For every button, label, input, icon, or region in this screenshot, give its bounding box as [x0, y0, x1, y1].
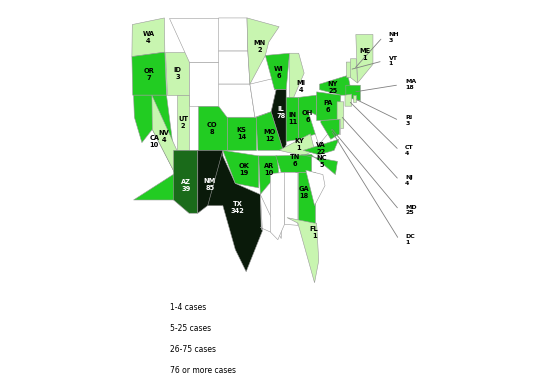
Text: ID
3: ID 3 [174, 67, 181, 80]
Polygon shape [270, 172, 286, 240]
Text: KS
14: KS 14 [237, 127, 246, 140]
FancyBboxPatch shape [146, 321, 164, 335]
Polygon shape [247, 18, 279, 84]
Polygon shape [256, 112, 283, 150]
Text: DC
1: DC 1 [405, 234, 415, 245]
Polygon shape [284, 172, 298, 226]
Polygon shape [132, 52, 166, 95]
Polygon shape [250, 79, 276, 117]
Polygon shape [304, 139, 339, 155]
Polygon shape [189, 62, 218, 106]
Text: NH
3: NH 3 [389, 32, 399, 43]
Text: 76 or more cases: 76 or more cases [170, 366, 236, 374]
Polygon shape [320, 75, 352, 95]
Polygon shape [306, 170, 325, 205]
Text: AZ
39: AZ 39 [181, 179, 192, 192]
Text: VT
1: VT 1 [389, 56, 398, 66]
Polygon shape [259, 156, 279, 194]
Text: CA
10: CA 10 [149, 135, 159, 148]
Polygon shape [265, 53, 290, 90]
Polygon shape [308, 111, 328, 145]
Polygon shape [276, 155, 311, 172]
Text: CO
8: CO 8 [207, 122, 218, 135]
Text: NY
25: NY 25 [328, 82, 338, 94]
Polygon shape [218, 51, 250, 84]
Polygon shape [316, 92, 341, 120]
Polygon shape [279, 134, 315, 156]
FancyBboxPatch shape [146, 362, 164, 374]
Polygon shape [336, 119, 339, 134]
Text: KY
1: KY 1 [294, 138, 304, 151]
Text: IL
78: IL 78 [277, 106, 286, 119]
Text: PA
6: PA 6 [324, 100, 333, 113]
Polygon shape [271, 90, 286, 150]
Text: AR
10: AR 10 [264, 163, 274, 176]
Text: 1-4 cases: 1-4 cases [170, 303, 206, 312]
Text: 26-75 cases: 26-75 cases [170, 345, 216, 354]
Polygon shape [198, 150, 223, 213]
Text: CT
4: CT 4 [405, 145, 414, 156]
Text: FL
1: FL 1 [310, 226, 319, 239]
Text: NJ
4: NJ 4 [405, 175, 413, 186]
Text: MD
25: MD 25 [405, 205, 417, 215]
Text: MI
4: MI 4 [296, 80, 306, 93]
Polygon shape [218, 84, 255, 117]
Polygon shape [351, 59, 357, 83]
Polygon shape [198, 106, 227, 150]
Text: RI
3: RI 3 [405, 115, 412, 126]
Text: 5-25 cases: 5-25 cases [170, 324, 211, 333]
Text: TX
342: TX 342 [231, 201, 245, 214]
Polygon shape [223, 150, 259, 188]
Polygon shape [177, 95, 189, 150]
Text: MO
12: MO 12 [263, 129, 276, 142]
Polygon shape [352, 95, 356, 102]
Polygon shape [218, 18, 248, 51]
FancyBboxPatch shape [146, 300, 164, 314]
Polygon shape [132, 18, 165, 56]
Text: OH
6: OH 6 [302, 110, 314, 123]
Polygon shape [290, 53, 304, 97]
Text: IN
11: IN 11 [288, 113, 297, 125]
Polygon shape [346, 85, 361, 101]
Polygon shape [301, 155, 338, 175]
Text: GA
18: GA 18 [298, 186, 309, 199]
Text: VA
22: VA 22 [316, 142, 325, 155]
Text: WI
6: WI 6 [274, 65, 284, 79]
Text: NC
5: NC 5 [316, 155, 326, 168]
Polygon shape [345, 94, 352, 106]
Text: TN
6: TN 6 [290, 154, 300, 168]
Polygon shape [286, 97, 298, 141]
Text: ME
1: ME 1 [360, 47, 370, 61]
Polygon shape [174, 150, 198, 213]
Text: WA
4: WA 4 [142, 31, 155, 44]
Polygon shape [356, 34, 373, 83]
Text: OK
19: OK 19 [239, 163, 249, 176]
Text: NV
4: NV 4 [158, 130, 169, 143]
Polygon shape [298, 95, 316, 139]
Polygon shape [208, 150, 263, 272]
Polygon shape [321, 119, 339, 139]
Polygon shape [287, 218, 319, 283]
Polygon shape [152, 95, 177, 172]
Polygon shape [133, 95, 176, 200]
Polygon shape [165, 52, 189, 95]
Text: OR
7: OR 7 [143, 68, 155, 81]
Polygon shape [169, 18, 218, 62]
Polygon shape [227, 117, 256, 150]
Polygon shape [295, 172, 315, 223]
Text: NM
85: NM 85 [204, 178, 216, 191]
Polygon shape [337, 102, 344, 129]
FancyBboxPatch shape [146, 341, 164, 356]
Text: MN
2: MN 2 [254, 40, 266, 53]
Polygon shape [260, 194, 282, 239]
Polygon shape [346, 62, 354, 77]
Text: MA
18: MA 18 [405, 79, 417, 90]
Text: UT
2: UT 2 [178, 116, 188, 129]
